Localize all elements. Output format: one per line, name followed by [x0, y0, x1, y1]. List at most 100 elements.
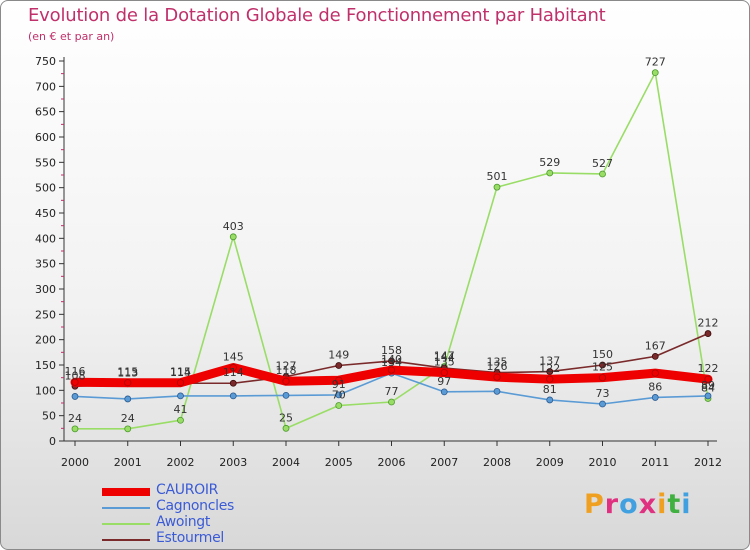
legend-swatch-estourmel: [102, 539, 150, 541]
x-tick-label: 2009: [536, 456, 564, 469]
data-label-cauroir: 116: [65, 365, 86, 378]
data-label-cauroir: 140: [381, 353, 402, 366]
data-label-cagnoncles: 73: [596, 387, 610, 400]
data-point-cagnoncles: [651, 394, 659, 401]
x-tick-label: 2000: [61, 456, 89, 469]
data-point-estourmel: [651, 352, 659, 360]
y-tick-label: 750: [35, 55, 56, 68]
y-tick-label: 550: [35, 156, 56, 169]
data-label-cauroir: 125: [592, 361, 613, 374]
data-point-cauroir: [598, 374, 607, 382]
data-point-cagnoncles: [599, 400, 606, 408]
data-label-awoingt: 501: [487, 170, 508, 183]
data-label-estourmel: 113: [117, 367, 138, 380]
data-label-awoingt: 529: [539, 156, 560, 169]
data-point-cauroir: [651, 369, 659, 377]
data-point-cagnoncles: [704, 392, 712, 400]
data-point-cagnoncles: [177, 392, 184, 400]
legend-swatch-awoingt: [102, 523, 150, 525]
y-tick-label: 300: [35, 283, 56, 296]
data-label-estourmel: 167: [645, 339, 666, 352]
x-tick-label: 2002: [167, 456, 195, 469]
data-label-estourmel: 114: [170, 366, 191, 379]
data-point-cauroir: [335, 376, 343, 384]
legend-label-cagnoncles: Cagnoncles: [156, 498, 235, 514]
data-point-estourmel: [229, 379, 237, 387]
data-point-cagnoncles: [229, 392, 237, 400]
data-point-estourmel: [388, 357, 395, 365]
logo-letter: x: [638, 489, 658, 520]
data-label-cagnoncles: 91: [332, 378, 346, 391]
y-tick-label: 600: [35, 131, 56, 144]
data-point-awoingt: [651, 69, 659, 77]
data-point-awoingt: [282, 424, 290, 432]
data-label-estourmel: 108: [65, 369, 86, 382]
data-label-estourmel: 212: [698, 317, 719, 330]
logo-letter: i: [657, 489, 668, 520]
data-label-cagnoncles: 81: [543, 383, 557, 396]
data-label-estourmel: 114: [223, 366, 244, 379]
data-label-awoingt: 77: [385, 385, 399, 398]
data-label-cauroir: 126: [487, 360, 508, 373]
data-label-estourmel: 158: [381, 344, 402, 357]
data-point-cagnoncles: [335, 391, 343, 399]
data-label-cagnoncles: 134: [381, 356, 402, 369]
data-label-awoingt: 41: [174, 403, 188, 416]
data-point-awoingt: [229, 233, 237, 241]
logo-letter: t: [667, 489, 682, 520]
chart-subtitle: (en € et par an): [28, 30, 115, 43]
data-label-cauroir: 122: [539, 362, 560, 375]
logo-letter: r: [604, 489, 620, 520]
y-tick-label: 650: [35, 106, 56, 119]
legend-swatch-cauroir: [102, 488, 150, 496]
y-tick-label: 350: [35, 258, 56, 271]
data-point-awoingt: [71, 425, 79, 433]
data-label-cauroir: 135: [434, 356, 455, 369]
data-point-awoingt: [124, 425, 132, 433]
y-tick-label: 500: [35, 182, 56, 195]
data-point-cagnoncles: [493, 387, 501, 395]
y-tick-label: 200: [35, 334, 56, 347]
y-tick-label: 450: [35, 207, 56, 220]
data-label-estourmel: 127: [276, 360, 297, 373]
data-label-awoingt: 727: [645, 56, 666, 69]
data-point-cauroir: [493, 373, 501, 381]
data-label-awoingt: 70: [332, 389, 346, 402]
x-tick-label: 2003: [219, 456, 247, 469]
data-label-estourmel: 149: [328, 349, 349, 362]
data-label-awoingt: 147: [434, 350, 455, 363]
logo-letter: P: [584, 489, 605, 520]
data-point-cauroir: [440, 368, 448, 377]
chart-axes: 0 50 100 150 200 250 300 350 400 450 500 550 600 650 7…: [35, 55, 722, 469]
data-point-cauroir: [387, 366, 396, 374]
y-tick-label: 150: [35, 359, 56, 372]
data-label-awoingt: 24: [121, 412, 135, 425]
data-label-awoingt: 527: [592, 157, 613, 170]
data-point-cauroir: [176, 379, 185, 387]
data-point-cauroir: [124, 379, 132, 387]
data-label-cauroir: 145: [223, 351, 244, 364]
y-tick-label: 250: [35, 308, 56, 321]
legend-label-awoingt: Awoingt: [156, 514, 211, 530]
data-label-cagnoncles: 97: [437, 375, 451, 388]
data-point-cauroir: [704, 375, 712, 383]
x-tick-label: 2001: [114, 456, 142, 469]
data-point-estourmel: [335, 362, 343, 369]
data-point-awoingt: [388, 398, 395, 406]
y-tick-label: 400: [35, 232, 56, 245]
data-label-cauroir: 115: [170, 366, 191, 379]
x-tick-label: 2004: [272, 456, 300, 469]
data-label-awoingt: 25: [279, 411, 293, 424]
y-tick-label: 0: [49, 435, 56, 448]
data-label-cagnoncles: 89: [701, 379, 715, 392]
x-tick-label: 2012: [694, 456, 722, 469]
data-point-cagnoncles: [440, 388, 448, 396]
data-label-awoingt: 24: [68, 412, 82, 425]
x-tick-label: 2008: [483, 456, 511, 469]
data-point-awoingt: [599, 170, 606, 178]
legend-label-estourmel: Estourmel: [156, 530, 225, 546]
data-label-cauroir: 115: [117, 366, 138, 379]
data-label-estourmel: 135: [487, 356, 508, 369]
data-point-awoingt: [493, 183, 501, 191]
